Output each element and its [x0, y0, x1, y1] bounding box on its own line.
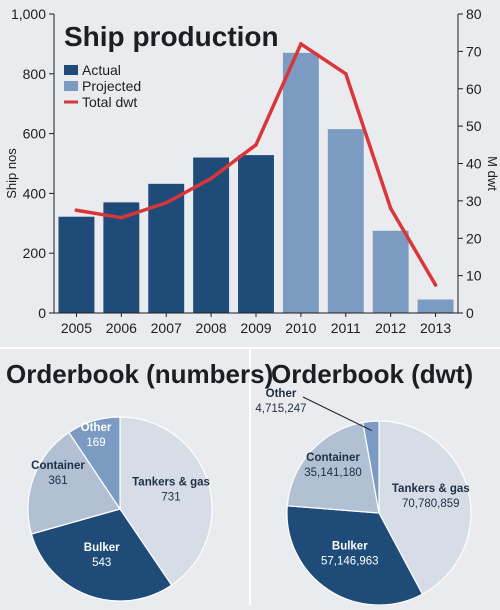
- chart-title: Ship production: [64, 21, 279, 52]
- legend-label-projected: Projected: [82, 78, 141, 94]
- orderbook-numbers-pie: Tankers & gas 731 Bulker 543 Container 361 Oth…: [27, 416, 213, 602]
- pie-slice-other: [68, 416, 121, 511]
- orderbook-dwt-pie: Tankers & gas 70,780,859 Bulker 57,146,963 C…: [255, 388, 472, 606]
- pie-value-other: 169: [86, 437, 105, 449]
- pie-slice-tankers-gas: [119, 416, 213, 586]
- pie-value-tankers-gas: 70,780,859: [402, 498, 460, 510]
- x-tick-label-2006: 2006: [106, 320, 137, 336]
- y-tick-label-200: 200: [23, 245, 47, 261]
- bar-actual-2009: [238, 155, 274, 313]
- y2-tick-label-80: 80: [466, 6, 482, 22]
- pie-label-tankers-gas: Tankers & gas: [132, 476, 210, 488]
- orderbook-numbers-title: Orderbook (numbers): [6, 359, 274, 389]
- pie-slice-other: [362, 420, 380, 514]
- x-tick-label-2007: 2007: [151, 320, 182, 336]
- orderbook-numbers-panel: Orderbook (numbers) Tankers & gas 731 Bulk…: [0, 349, 273, 605]
- point-total-dwt-2005: [74, 208, 79, 213]
- pie-label-bulker: Bulker: [84, 542, 120, 554]
- bar-projected-2011: [327, 129, 364, 313]
- orderbook-dwt-panel: Orderbook (dwt) Tankers & gas 70,780,859 B…: [251, 349, 500, 606]
- y2-tick-label-40: 40: [466, 156, 482, 172]
- pie-value-container: 35,141,180: [304, 467, 362, 479]
- pie-slice-container: [286, 421, 380, 514]
- pie-value-bulker: 57,146,963: [321, 556, 379, 568]
- y-tick-label-1000: 1,000: [11, 6, 46, 22]
- pie-label-tankers-gas: Tankers & gas: [392, 483, 470, 495]
- x-tick-label-2008: 2008: [196, 320, 227, 336]
- pie-slice-bulker: [30, 508, 173, 602]
- legend-label-total-dwt: Total dwt: [82, 94, 137, 110]
- x-tick-label-2005: 2005: [61, 320, 92, 336]
- y2-tick-label-10: 10: [466, 268, 482, 284]
- y-tick-label-0: 0: [38, 305, 46, 321]
- point-total-dwt-2008: [209, 176, 213, 181]
- bar-projected-2013: [417, 299, 454, 313]
- vertical-divider: [249, 349, 251, 605]
- pie-value-container: 361: [48, 475, 67, 487]
- y2-tick-label-30: 30: [466, 193, 482, 209]
- y2-tick-label-70: 70: [466, 43, 482, 59]
- pie-value-other: 4,715,247: [255, 403, 306, 415]
- pie-slice-bulker: [286, 505, 424, 606]
- legend-swatch-projected: [64, 81, 78, 91]
- pie-label-container: Container: [31, 460, 85, 472]
- y2-axis-label: M dwt: [485, 156, 500, 191]
- y-axis-label: Ship nos: [4, 148, 19, 199]
- legend-label-actual: Actual: [82, 62, 121, 78]
- bar-projected-2012: [372, 230, 409, 313]
- point-total-dwt-2009: [254, 143, 258, 147]
- pie-label-other: Other: [81, 422, 112, 434]
- y2-tick-label-0: 0: [466, 305, 474, 321]
- bar-actual-2006: [103, 202, 140, 313]
- point-total-dwt-2007: [164, 200, 169, 205]
- bar-projected-2010: [282, 52, 319, 314]
- horizontal-divider: [0, 347, 500, 349]
- pie-slice-container: [27, 431, 121, 535]
- ship-production-chart: 0 200 400 600 800 1,000 0 10 20 30 40 50 60 70 80 2005 2…: [4, 6, 500, 336]
- pie-value-bulker: 543: [92, 557, 111, 569]
- point-total-dwt-2010: [299, 42, 303, 46]
- point-total-dwt-2011: [343, 72, 348, 76]
- leader-line-other: [302, 396, 372, 431]
- point-total-dwt-2006: [119, 215, 124, 220]
- bar-actual-2008: [193, 157, 230, 313]
- x-tick-label-2009: 2009: [240, 320, 271, 336]
- x-tick-label-2013: 2013: [420, 320, 451, 336]
- point-total-dwt-2013: [433, 283, 438, 287]
- legend-swatch-actual: [64, 65, 78, 75]
- x-tick-label-2012: 2012: [375, 320, 406, 336]
- y-tick-label-800: 800: [23, 66, 47, 82]
- y-tick-label-400: 400: [23, 185, 47, 201]
- y2-tick-label-60: 60: [466, 81, 482, 97]
- pie-value-tankers-gas: 731: [161, 491, 180, 503]
- pie-label-other: Other: [266, 388, 297, 400]
- pie-label-bulker: Bulker: [332, 541, 368, 553]
- y-tick-label-600: 600: [23, 126, 47, 142]
- x-tick-label-2011: 2011: [331, 320, 361, 336]
- orderbook-dwt-title: Orderbook (dwt): [271, 359, 474, 389]
- y2-tick-label-50: 50: [466, 118, 482, 134]
- pie-label-container: Container: [306, 452, 360, 464]
- point-total-dwt-2012: [388, 206, 393, 211]
- x-tick-label-2010: 2010: [285, 320, 316, 336]
- pie-slice-tankers-gas: [378, 420, 472, 595]
- bar-actual-2005: [58, 216, 95, 313]
- y2-tick-label-20: 20: [466, 230, 482, 246]
- ship-production-panel: 0 200 400 600 800 1,000 0 10 20 30 40 50 60 70 80 2005 2…: [4, 6, 500, 336]
